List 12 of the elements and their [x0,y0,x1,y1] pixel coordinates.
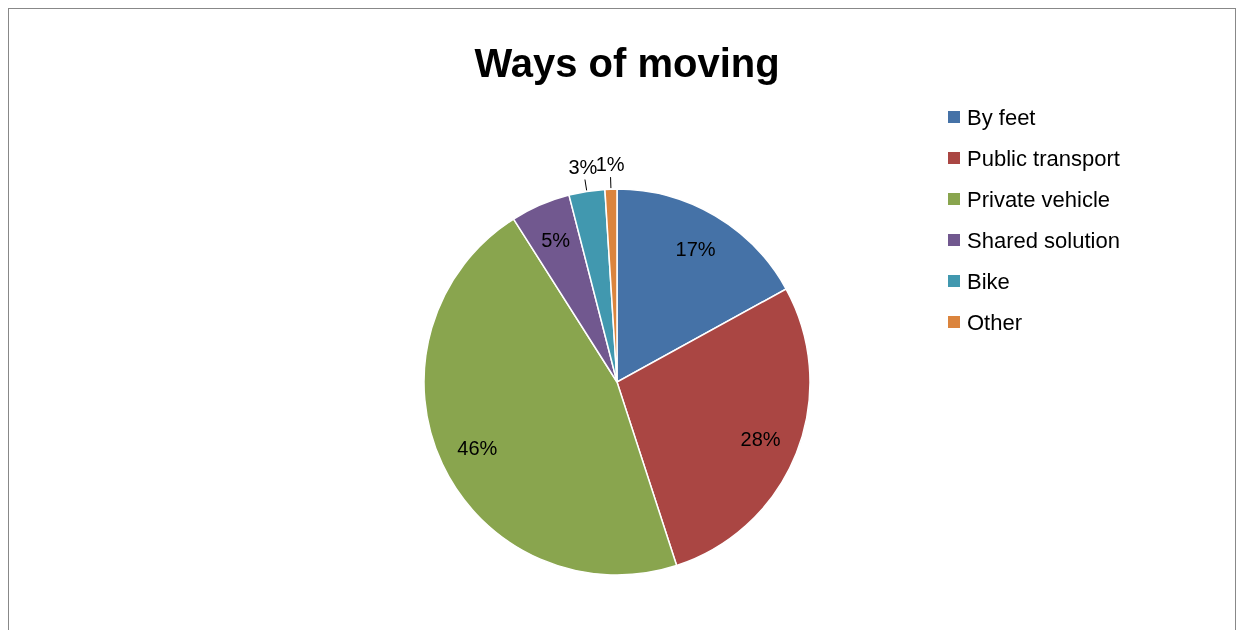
legend-label: By feet [967,104,1036,130]
data-label: 28% [740,427,781,450]
legend-label: Bike [967,268,1010,294]
legend-label: Shared solution [967,227,1120,253]
legend-label: Private vehicle [967,186,1111,212]
legend-label: Public transport [967,145,1120,171]
data-label: 17% [675,238,716,261]
chart-title: Ways of moving [474,41,780,85]
legend-label: Other [967,309,1023,335]
data-label: 46% [457,436,498,459]
data-label: 3% [568,155,598,178]
data-label: 5% [541,229,571,252]
